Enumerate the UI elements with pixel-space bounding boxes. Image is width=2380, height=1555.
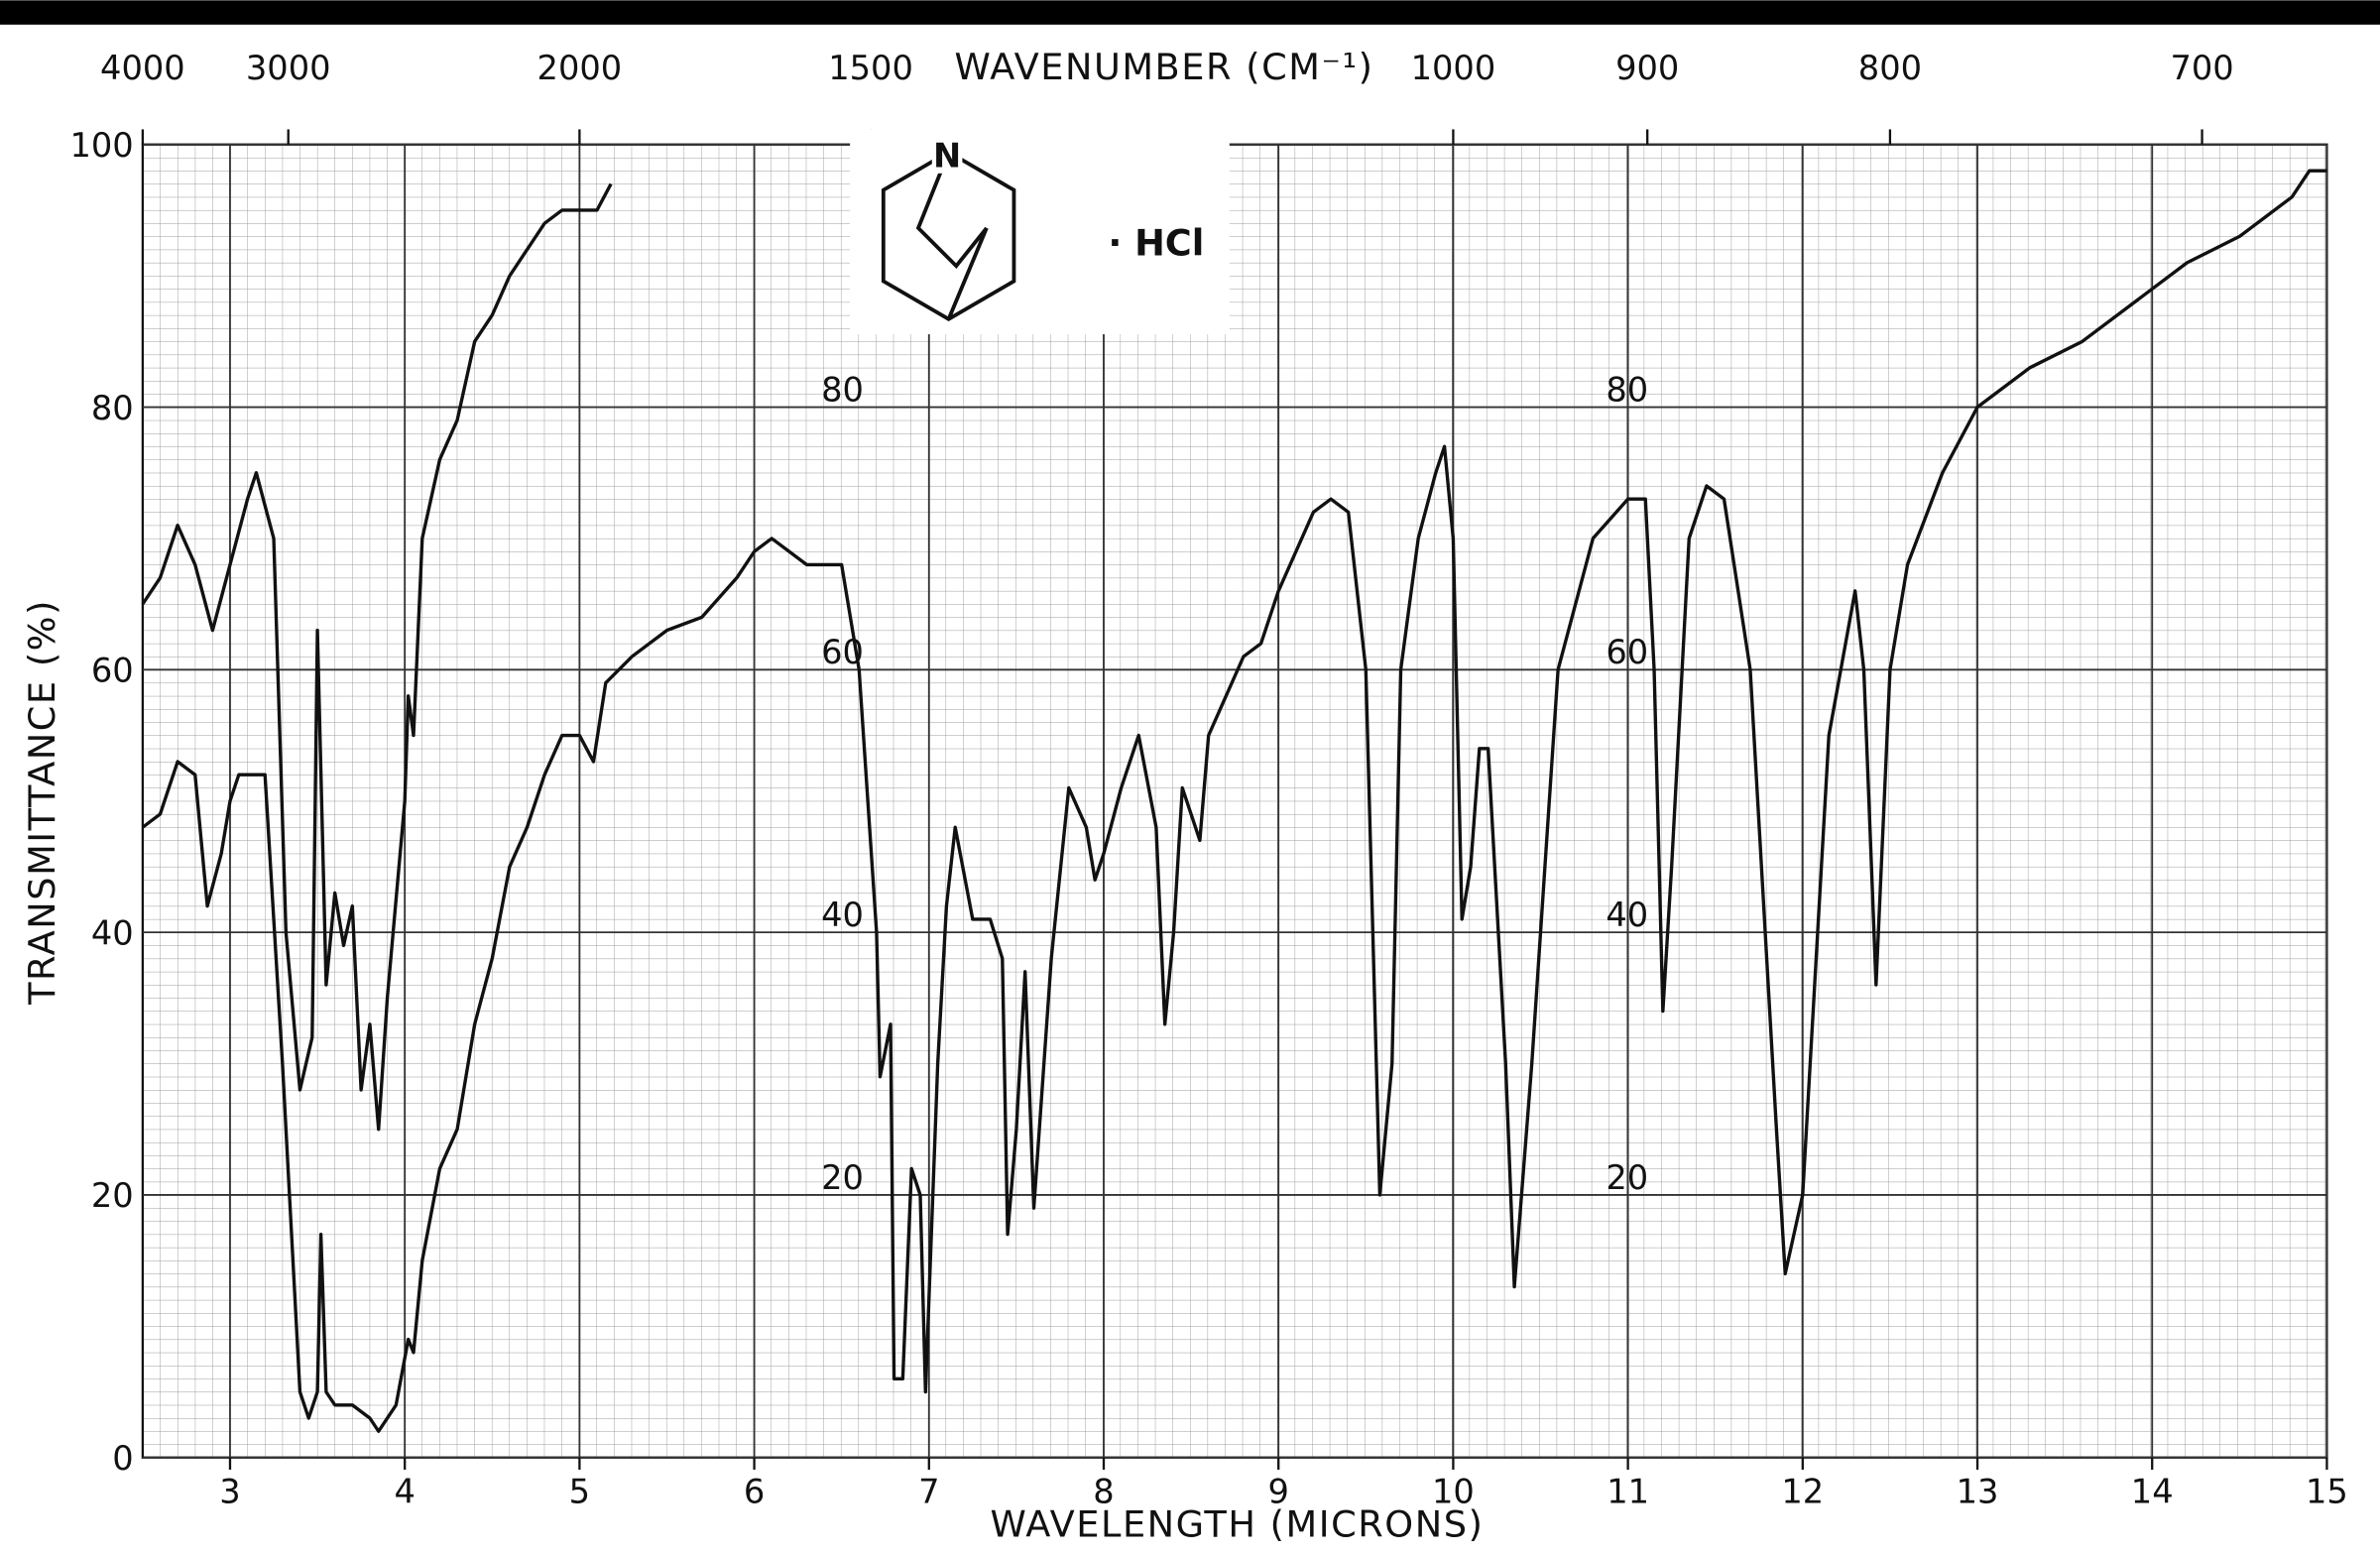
x-tick-label: 8 bbox=[1093, 1473, 1114, 1511]
x-tick-label: 3 bbox=[219, 1473, 240, 1511]
x-tick-label: 6 bbox=[744, 1473, 765, 1511]
inner-y-label: 80 bbox=[1606, 370, 1648, 409]
top-tick-label: 1000 bbox=[1411, 49, 1496, 87]
top-axis-title: WAVENUMBER (CM⁻¹) bbox=[954, 46, 1373, 88]
y-tick-label: 0 bbox=[112, 1439, 133, 1478]
x-tick-label: 11 bbox=[1606, 1473, 1649, 1511]
x-axis-title: WAVELENGTH (MICRONS) bbox=[990, 1502, 1484, 1545]
inner-y-label: 20 bbox=[1606, 1158, 1648, 1197]
y-tick-label: 80 bbox=[91, 389, 134, 427]
x-tick-label: 4 bbox=[394, 1473, 415, 1511]
top-tick-label: 2000 bbox=[537, 49, 623, 87]
top-tick-label: 1500 bbox=[828, 49, 913, 87]
inner-y-label: 80 bbox=[821, 370, 864, 409]
plot-area bbox=[141, 143, 2328, 1459]
top-tick-label: 800 bbox=[1858, 49, 1922, 87]
x-tick-label: 12 bbox=[1781, 1473, 1824, 1511]
inner-y-label: 40 bbox=[1606, 896, 1648, 934]
top-tick-label: 4000 bbox=[100, 49, 185, 87]
y-tick-label: 100 bbox=[69, 126, 133, 165]
structure-drawing: N · HCl bbox=[850, 129, 1230, 335]
x-tick-label: 14 bbox=[2131, 1473, 2174, 1511]
y-axis-title: TRANSMITTANCE (%) bbox=[21, 599, 63, 1006]
x-tick-label: 15 bbox=[2306, 1473, 2348, 1511]
y-tick-label: 20 bbox=[91, 1176, 134, 1215]
spectrum-line bbox=[141, 169, 2327, 1433]
top-tick-label: 3000 bbox=[246, 49, 331, 87]
y-tick-label: 60 bbox=[91, 652, 134, 690]
inner-y-label: 20 bbox=[821, 1158, 864, 1197]
x-tick-label: 13 bbox=[1957, 1473, 1999, 1511]
nitrogen-label: N bbox=[933, 137, 961, 176]
x-tick-label: 10 bbox=[1432, 1473, 1475, 1511]
x-tick-label: 7 bbox=[918, 1473, 939, 1511]
x-tick-label: 9 bbox=[1267, 1473, 1288, 1511]
y-tick-label: 40 bbox=[91, 913, 134, 952]
spectrum-line bbox=[141, 182, 613, 1132]
quinuclidine-ring bbox=[881, 150, 1016, 321]
top-tick-label: 700 bbox=[2170, 49, 2233, 87]
top-band bbox=[0, 0, 2380, 25]
annotation: · HCl bbox=[1108, 221, 1204, 264]
top-tick-label: 900 bbox=[1615, 49, 1679, 87]
grid bbox=[142, 143, 2328, 1459]
n-backdrop bbox=[931, 140, 963, 174]
inner-y-label: 40 bbox=[821, 896, 864, 934]
inner-y-label: 60 bbox=[1606, 633, 1648, 671]
x-tick-label: 5 bbox=[569, 1473, 590, 1511]
